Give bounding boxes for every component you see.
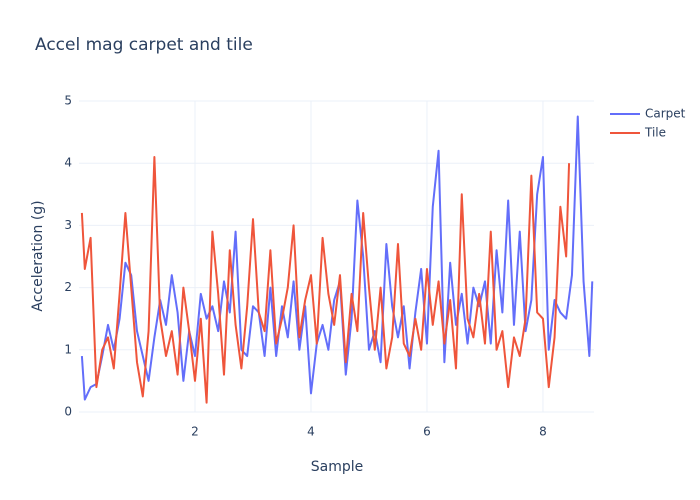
legend-label: Tile xyxy=(644,126,666,140)
x-tick-label: 4 xyxy=(307,425,315,439)
x-axis-title: Sample xyxy=(311,459,364,475)
y-tick-label: 3 xyxy=(64,218,72,232)
y-tick-label: 0 xyxy=(64,405,72,419)
y-tick-label: 4 xyxy=(64,156,72,170)
y-tick-label: 2 xyxy=(64,280,72,294)
y-axis-title: Acceleration (g) xyxy=(30,200,46,311)
x-tick-label: 2 xyxy=(191,425,199,439)
y-tick-label: 1 xyxy=(64,342,72,356)
x-tick-label: 8 xyxy=(539,425,547,439)
y-tick-label: 5 xyxy=(64,94,72,108)
legend-label: Carpet xyxy=(645,107,686,121)
series-line xyxy=(80,115,594,401)
series-line xyxy=(80,155,571,404)
chart-title: Accel mag carpet and tile xyxy=(35,35,253,55)
x-tick-label: 6 xyxy=(423,425,431,439)
